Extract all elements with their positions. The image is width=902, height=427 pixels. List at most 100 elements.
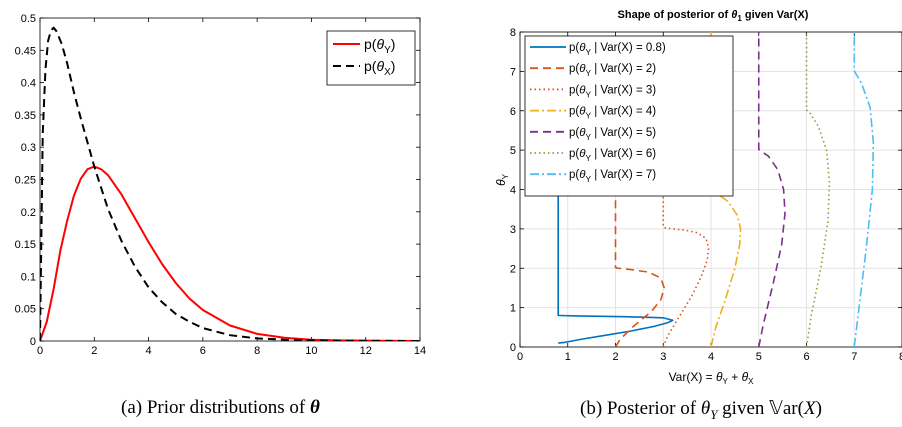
y-tick-label: 0.15 [15, 239, 36, 251]
y-tick-label: 3 [510, 224, 516, 236]
chart-title-text: Shape of posterior of [618, 9, 732, 21]
legend-box [524, 35, 734, 197]
legend-label: p(θX) [364, 58, 395, 78]
legend-text: | Var(X) = 2) [591, 63, 656, 75]
legend-subscript: Y [585, 90, 591, 99]
legend-text: p( [364, 36, 377, 52]
x-tick-label: 8 [899, 351, 902, 363]
x-axis-label-symbol: θ [742, 370, 749, 384]
y-tick-label: 0.35 [15, 110, 36, 122]
y-tick-label: 5 [510, 145, 516, 157]
legend-text: p( [569, 42, 579, 54]
legend-symbol: θ [579, 42, 586, 54]
series-line [614, 189, 666, 347]
y-axis-label-subscript: Y [501, 173, 510, 179]
legend-label: p(θY | Var(X) = 5) [569, 127, 656, 142]
legend-symbol: θ [376, 58, 384, 74]
legend-symbol: θ [579, 84, 586, 96]
legend-text: | Var(X) = 4) [591, 106, 656, 118]
y-tick-label: 0 [510, 342, 516, 354]
legend-symbol: θ [579, 106, 586, 118]
legend-symbol: θ [579, 169, 586, 181]
legend-subscript: Y [585, 154, 591, 163]
y-tick-label: 0.05 [15, 304, 36, 316]
legend-text: p( [569, 127, 579, 139]
x-tick-label: 3 [660, 351, 666, 363]
caption-b: (b) Posterior of θY given 𝕍ar(X) [580, 397, 822, 424]
caption-b-var-rest: ar( [782, 398, 804, 419]
legend-subscript: Y [384, 45, 391, 56]
x-tick-label: 2 [91, 345, 97, 357]
legend-text: | Var(X) = 0.8) [591, 42, 666, 54]
y-tick-label: 0.1 [21, 271, 36, 283]
series-group [40, 26, 420, 341]
y-tick-label: 0.45 [15, 45, 36, 57]
caption-a: (a) Prior distributions of θ [121, 397, 320, 419]
y-tick-label: 1 [510, 303, 516, 315]
legend-subscript: X [384, 67, 391, 78]
legend-text: | Var(X) = 7) [591, 169, 656, 181]
caption-b-var-end: ) [815, 398, 822, 419]
chart-title-subscript: 1 [737, 14, 742, 23]
caption-b-mid: given [717, 398, 770, 419]
y-tick-label: 0.4 [21, 78, 36, 90]
legend-text: p( [569, 148, 579, 160]
y-tick-label: 0.25 [15, 175, 36, 187]
caption-b-symbol: θ [700, 398, 711, 419]
x-tick-label: 6 [803, 351, 809, 363]
x-tick-label: 6 [200, 345, 206, 357]
x-axis-label-subscript: X [748, 377, 754, 386]
series-line [40, 26, 420, 341]
y-tick-label: 0 [30, 336, 36, 348]
x-tick-label: 8 [254, 345, 260, 357]
legend-label: p(θY) [364, 36, 395, 56]
posterior-shape-chart: 0 1 2 3 4 5 6 7 8 0 1 2 3 4 5 6 7 8 Shape of posterior of … [494, 9, 902, 386]
legend-subscript: Y [585, 69, 591, 78]
legend-subscript: Y [585, 112, 591, 121]
x-tick-label: 14 [414, 345, 426, 357]
caption-a-text: (a) Prior distributions of [121, 397, 310, 418]
caption-b-var-x: X [803, 398, 816, 419]
y-tick-label: 8 [510, 27, 516, 39]
legend-text: ) [391, 58, 396, 74]
legend: p(θY | Var(X) = 0.8)p(θY | Var(X) = 2)p(… [524, 35, 734, 197]
legend-text: | Var(X) = 5) [591, 127, 656, 139]
y-tick-label: 2 [510, 263, 516, 275]
caption-a-symbol: θ [309, 397, 320, 418]
legend-symbol: θ [579, 148, 586, 160]
x-tick-label: 4 [146, 345, 152, 357]
legend-label: p(θY | Var(X) = 3) [569, 84, 656, 99]
x-tick-label: 10 [305, 345, 317, 357]
legend-symbol: θ [376, 36, 384, 52]
y-axis-label: θY [494, 173, 510, 186]
x-axis-label: Var(X) = θY + θX [669, 370, 755, 386]
caption-b-var-symbol: 𝕍 [769, 398, 783, 419]
x-tick-label: 12 [360, 345, 372, 357]
x-tick-label: 2 [612, 351, 618, 363]
y-tick-label: 7 [510, 66, 516, 78]
x-axis-label-text: Var(X) = [669, 370, 716, 384]
x-tick-label: 4 [708, 351, 714, 363]
x-tick-label: 0 [37, 345, 43, 357]
y-tick-label: 4 [510, 185, 516, 197]
x-axis-label-text: + [728, 370, 742, 384]
chart-title-text: given Var(X) [742, 9, 809, 21]
x-tick-label: 7 [851, 351, 857, 363]
legend-text: | Var(X) = 3) [591, 84, 656, 96]
series-line [557, 189, 674, 344]
legend-symbol: θ [579, 63, 586, 75]
legend-symbol: θ [579, 127, 586, 139]
y-tick-label: 0.2 [21, 207, 36, 219]
x-axis-label-symbol: θ [716, 370, 723, 384]
series-line [853, 32, 875, 347]
y-tick-label: 0.3 [21, 142, 36, 154]
series-line [757, 32, 786, 347]
chart-title-symbol: θ [731, 9, 737, 21]
x-tick-label: 1 [565, 351, 571, 363]
legend-text: p( [569, 84, 579, 96]
legend-text: p( [569, 169, 579, 181]
caption-b-text: (b) Posterior of [580, 398, 701, 419]
legend-label: p(θY | Var(X) = 7) [569, 169, 656, 184]
legend-label: p(θY | Var(X) = 0.8) [569, 42, 666, 57]
